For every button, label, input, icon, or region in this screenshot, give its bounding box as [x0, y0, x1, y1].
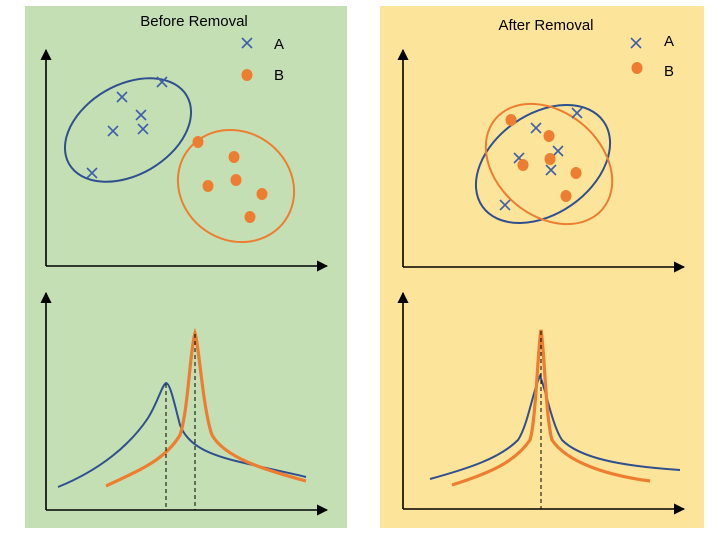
point-a-cross — [107, 125, 119, 137]
before-panel-graphics: Before Removal A B — [40, 13, 329, 516]
before-legend: A B — [241, 36, 284, 84]
point-a-cross — [552, 145, 564, 157]
legend-b-label: B — [664, 63, 674, 80]
point-a-cross — [137, 123, 149, 135]
after-points-b — [505, 114, 582, 202]
point-a-cross — [116, 91, 128, 103]
point-b-dot — [192, 136, 204, 148]
before-title: Before Removal — [140, 13, 248, 30]
legend-a-cross-icon — [241, 37, 253, 49]
before-curve-a — [57, 381, 307, 488]
before-points-a — [86, 76, 168, 179]
point-a-cross — [530, 122, 542, 134]
point-a-cross — [499, 199, 511, 211]
point-b-dot — [560, 190, 572, 202]
point-b-dot — [543, 130, 555, 142]
point-a-cross — [135, 109, 147, 121]
point-a-cross — [86, 167, 98, 179]
point-a-cross — [545, 164, 557, 176]
after-panel-graphics: After Removal A B — [397, 17, 686, 515]
after-curve-b — [451, 329, 651, 487]
point-b-dot — [570, 167, 582, 179]
before-curve-b — [105, 327, 307, 488]
point-b-dot — [244, 211, 256, 223]
legend-b-dot-icon — [631, 62, 643, 74]
before-points-b — [192, 136, 268, 223]
after-cluster-b-ellipse — [484, 102, 614, 226]
legend-a-label: A — [664, 33, 674, 50]
point-b-dot — [202, 180, 214, 192]
point-b-dot — [230, 174, 242, 186]
point-b-dot — [256, 188, 268, 200]
point-b-dot — [544, 153, 556, 165]
point-a-cross — [156, 76, 168, 88]
legend-b-label: B — [274, 67, 284, 84]
after-curve-a — [429, 373, 681, 480]
point-a-cross — [571, 107, 583, 119]
point-b-dot — [505, 114, 517, 126]
point-b-dot — [517, 159, 529, 171]
after-title: After Removal — [498, 17, 593, 34]
before-cluster-a-ellipse — [63, 77, 193, 183]
point-b-dot — [228, 151, 240, 163]
legend-a-cross-icon — [630, 37, 642, 49]
after-legend: A B — [630, 33, 674, 80]
before-cluster-b-ellipse — [176, 128, 296, 244]
legend-b-dot-icon — [241, 69, 253, 81]
legend-a-label: A — [274, 36, 284, 53]
